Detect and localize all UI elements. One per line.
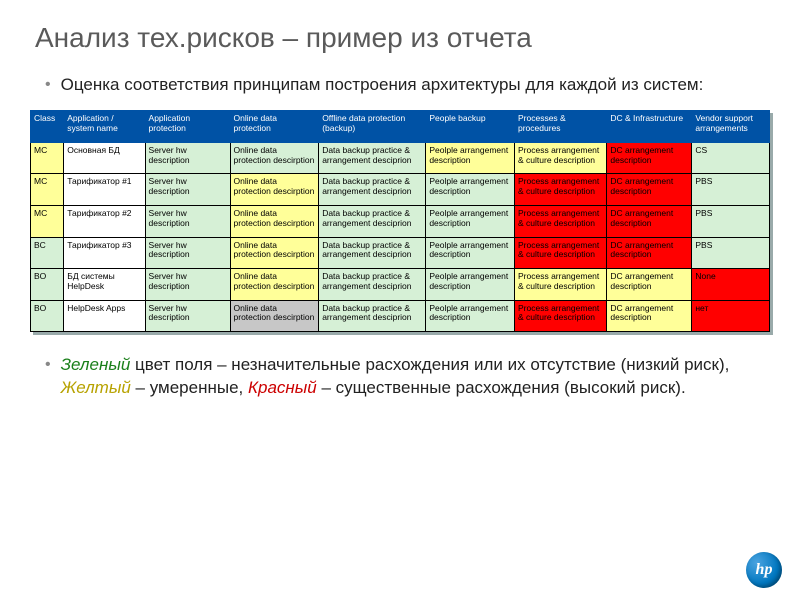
bullet-dot-icon: • — [45, 74, 51, 96]
table-cell: Process arrangement & culture descriptio… — [515, 205, 607, 237]
table-cell: Server hw description — [145, 205, 230, 237]
table-header-cell: Application / system name — [64, 111, 145, 143]
table-row: MCОсновная БДServer hw descriptionOnline… — [31, 142, 770, 174]
table-cell: Peolple arrangement description — [426, 300, 515, 332]
table-cell: Тарификатор #1 — [64, 174, 145, 206]
table-cell: DC arrangement description — [607, 174, 692, 206]
table-cell: DC arrangement description — [607, 269, 692, 301]
table-cell: None — [692, 269, 770, 301]
table-cell: Data backup practice & arrangement desci… — [319, 300, 426, 332]
table-cell: Тарификатор #3 — [64, 237, 145, 269]
hp-logo-icon: hp — [746, 552, 782, 588]
table-header-cell: People backup — [426, 111, 515, 143]
table-cell: Process arrangement & culture descriptio… — [515, 174, 607, 206]
table-cell: Data backup practice & arrangement desci… — [319, 174, 426, 206]
table-cell: DC arrangement description — [607, 205, 692, 237]
table-cell: HelpDesk Apps — [64, 300, 145, 332]
table-cell: Server hw description — [145, 174, 230, 206]
table-cell: MC — [31, 142, 64, 174]
table-header-cell: DC & Infrastructure — [607, 111, 692, 143]
table-body: MCОсновная БДServer hw descriptionOnline… — [31, 142, 770, 331]
table-cell: Online data protection descirption — [230, 300, 319, 332]
bullet-line-1: • Оценка соответствия принципам построен… — [0, 68, 800, 100]
table-cell: CS — [692, 142, 770, 174]
table-row: BCТарификатор #3Server hw descriptionOnl… — [31, 237, 770, 269]
table-cell: Server hw description — [145, 300, 230, 332]
bullet-text-1: Оценка соответствия принципам построения… — [61, 74, 704, 96]
risk-table-wrap: ClassApplication / system nameApplicatio… — [30, 110, 770, 332]
table-cell: MC — [31, 174, 64, 206]
table-cell: Peolple arrangement description — [426, 142, 515, 174]
table-cell: DC arrangement description — [607, 300, 692, 332]
table-cell: Тарификатор #2 — [64, 205, 145, 237]
table-cell: BO — [31, 269, 64, 301]
table-header-cell: Offline data protection (backup) — [319, 111, 426, 143]
table-cell: PBS — [692, 205, 770, 237]
table-cell: Data backup practice & arrangement desci… — [319, 269, 426, 301]
table-cell: BO — [31, 300, 64, 332]
table-cell: Data backup practice & arrangement desci… — [319, 142, 426, 174]
table-cell: DC arrangement description — [607, 142, 692, 174]
table-cell: Основная БД — [64, 142, 145, 174]
table-cell: Peolple arrangement description — [426, 237, 515, 269]
table-cell: Server hw description — [145, 269, 230, 301]
table-row: MCТарификатор #1Server hw descriptionOnl… — [31, 174, 770, 206]
table-cell: Process arrangement & culture descriptio… — [515, 142, 607, 174]
table-cell: PBS — [692, 174, 770, 206]
bullet-dot-icon: • — [45, 354, 51, 376]
table-cell: Online data protection descirption — [230, 269, 319, 301]
legend-red: Красный — [248, 378, 317, 397]
table-cell: нет — [692, 300, 770, 332]
table-cell: DC arrangement description — [607, 237, 692, 269]
table-cell: Process arrangement & culture descriptio… — [515, 269, 607, 301]
table-header-cell: Processes & procedures — [515, 111, 607, 143]
table-cell: Process arrangement & culture descriptio… — [515, 300, 607, 332]
table-cell: Online data protection descirption — [230, 205, 319, 237]
table-header-cell: Class — [31, 111, 64, 143]
table-cell: Data backup practice & arrangement desci… — [319, 205, 426, 237]
table-cell: Data backup practice & arrangement desci… — [319, 237, 426, 269]
table-cell: PBS — [692, 237, 770, 269]
table-cell: Online data protection descirption — [230, 237, 319, 269]
table-row: BOHelpDesk AppsServer hw descriptionOnli… — [31, 300, 770, 332]
legend-yellow: Желтый — [61, 378, 131, 397]
table-cell: Online data protection descirption — [230, 142, 319, 174]
table-row: MCТарификатор #2Server hw descriptionOnl… — [31, 205, 770, 237]
table-cell: MC — [31, 205, 64, 237]
slide-title: Анализ тех.рисков – пример из отчета — [0, 0, 800, 68]
legend-line: • Зеленый цвет поля – незначительные рас… — [0, 344, 800, 404]
table-cell: Server hw description — [145, 142, 230, 174]
table-row: BOБД системы HelpDeskServer hw descripti… — [31, 269, 770, 301]
table-header-row: ClassApplication / system nameApplicatio… — [31, 111, 770, 143]
table-cell: Peolple arrangement description — [426, 174, 515, 206]
table-cell: Online data protection descirption — [230, 174, 319, 206]
risk-table: ClassApplication / system nameApplicatio… — [30, 110, 770, 332]
table-cell: Peolple arrangement description — [426, 269, 515, 301]
table-cell: BC — [31, 237, 64, 269]
table-header-cell: Application protection — [145, 111, 230, 143]
table-cell: БД системы HelpDesk — [64, 269, 145, 301]
legend-text: Зеленый цвет поля – незначительные расхо… — [61, 354, 755, 400]
table-header-cell: Vendor support arrangements — [692, 111, 770, 143]
table-cell: Process arrangement & culture descriptio… — [515, 237, 607, 269]
table-cell: Peolple arrangement description — [426, 205, 515, 237]
table-header-cell: Online data protection — [230, 111, 319, 143]
table-cell: Server hw description — [145, 237, 230, 269]
legend-green: Зеленый — [61, 355, 131, 374]
